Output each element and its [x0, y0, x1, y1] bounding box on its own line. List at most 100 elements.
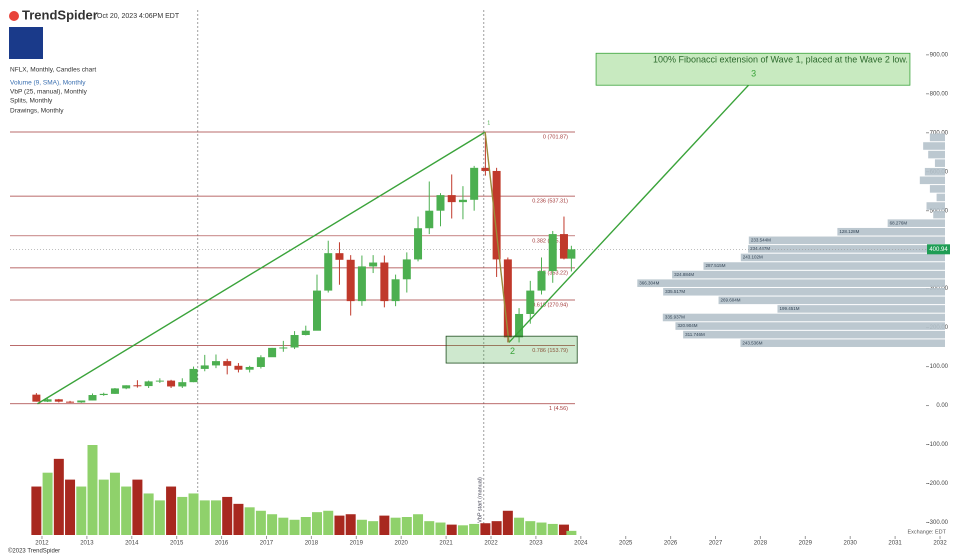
candle-body — [567, 249, 576, 259]
y-tick-label: 100.00 — [930, 364, 949, 370]
candle-body — [313, 290, 322, 331]
trendline — [37, 131, 486, 405]
volume-profile-bar — [637, 279, 945, 287]
x-tick-label: 2023 — [529, 541, 543, 547]
volume-profile-bar — [928, 150, 945, 159]
fib-label: 0.236 (537.31) — [532, 199, 568, 205]
volume-bar — [469, 523, 480, 535]
volume-profile-bar — [934, 159, 945, 167]
x-tick-label: 2020 — [395, 541, 409, 547]
volume-profile-bar — [672, 270, 945, 279]
candle-body — [110, 388, 119, 394]
volume-profile-label: 366.304M — [639, 280, 659, 285]
volume-bar — [199, 500, 210, 535]
y-tick-label: -300.00 — [928, 520, 949, 526]
x-tick-label: 2030 — [844, 541, 858, 547]
logo-icon — [9, 11, 19, 21]
volume-bar — [457, 525, 468, 535]
x-tick-label: 2013 — [80, 541, 94, 547]
candle-body — [245, 366, 254, 370]
legend-item: VbP (25, manual), Monthly — [10, 89, 88, 96]
candle-body — [380, 262, 389, 302]
x-tick-label: 2021 — [439, 541, 453, 547]
y-tick-label: 0.00 — [936, 403, 948, 409]
x-tick-label: 2017 — [260, 541, 274, 547]
volume-bar — [390, 517, 401, 535]
candle-body — [99, 393, 108, 396]
x-tick-label: 2015 — [170, 541, 184, 547]
fib-label: 0.786 (153.79) — [532, 348, 568, 354]
volume-bar — [514, 517, 525, 535]
volume-profile-label: 199.451M — [779, 306, 799, 311]
volume-bar — [31, 486, 42, 535]
volume-bar — [401, 517, 412, 535]
x-tick-label: 2022 — [484, 541, 498, 547]
volume-bar — [42, 472, 53, 535]
candle-body — [369, 262, 378, 267]
volume-bar — [132, 479, 143, 535]
volume-profile-bar — [923, 142, 945, 150]
volume-profile-bar — [933, 210, 945, 219]
volume-bar — [233, 503, 244, 535]
volume-profile-bar — [887, 219, 945, 227]
y-tick-label: -100.00 — [928, 442, 949, 448]
candle-body — [414, 228, 423, 260]
volume-profile-bar — [683, 330, 945, 339]
volume-bar — [435, 522, 446, 535]
volume-bar — [87, 445, 98, 535]
volume-bar — [154, 500, 165, 535]
volume-profile-bar — [748, 236, 945, 245]
annotation-text: 100% Fibonacci extension of Wave 1, plac… — [653, 55, 908, 65]
candle-body — [481, 167, 490, 171]
y-tick-label: -200.00 — [928, 481, 949, 487]
y-tick-label: 900.00 — [930, 52, 949, 58]
exchange: Exchange: EDT — [907, 529, 946, 535]
volume-bar — [244, 507, 255, 535]
candle-body — [268, 347, 277, 358]
candle-body — [290, 335, 299, 348]
volume-profile-bar — [929, 185, 945, 193]
volume-bar — [121, 486, 132, 535]
candle-body — [492, 170, 501, 260]
candle-body — [391, 279, 400, 302]
candle-body — [425, 210, 434, 229]
legend-item: Volume (9, SMA), Monthly — [10, 80, 86, 87]
volume-bar — [334, 515, 345, 535]
candle-body — [54, 399, 63, 402]
volume-profile-bar — [936, 193, 945, 202]
volume-profile-bar — [663, 287, 945, 296]
volume-bar — [502, 510, 513, 535]
volume-bar — [188, 493, 199, 535]
legend-item: Splits, Monthly — [10, 98, 53, 105]
volume-bar — [98, 479, 109, 535]
candle-body — [301, 330, 310, 336]
candle-body — [324, 253, 333, 291]
legend-item: Drawings, Monthly — [10, 108, 64, 115]
volume-bar — [312, 512, 323, 535]
candle-body — [548, 234, 557, 272]
candle-body — [470, 167, 479, 200]
volume-profile-bar — [837, 227, 945, 236]
zone-box — [445, 335, 578, 364]
volume-bar — [143, 493, 154, 535]
volume-bar — [424, 521, 435, 535]
volume-bar — [323, 510, 334, 535]
volume-bar — [536, 522, 547, 535]
volume-profile-bar — [748, 245, 945, 253]
candle-body — [436, 195, 445, 211]
volume-profile-label: 128.128M — [839, 229, 859, 234]
candle-body — [133, 385, 142, 387]
candle-body — [144, 381, 153, 387]
volume-profile-label: 269.604M — [721, 298, 741, 303]
candle-body — [559, 234, 568, 259]
candle-body — [503, 259, 512, 338]
candle-body — [223, 361, 232, 366]
volume-bar — [53, 458, 64, 535]
x-tick-label: 2016 — [215, 541, 229, 547]
trendline — [484, 131, 510, 343]
trendline — [508, 77, 756, 343]
volume-bar — [356, 519, 367, 535]
volume-profile-label: 320.904M — [677, 323, 697, 328]
candle-body — [402, 259, 411, 280]
